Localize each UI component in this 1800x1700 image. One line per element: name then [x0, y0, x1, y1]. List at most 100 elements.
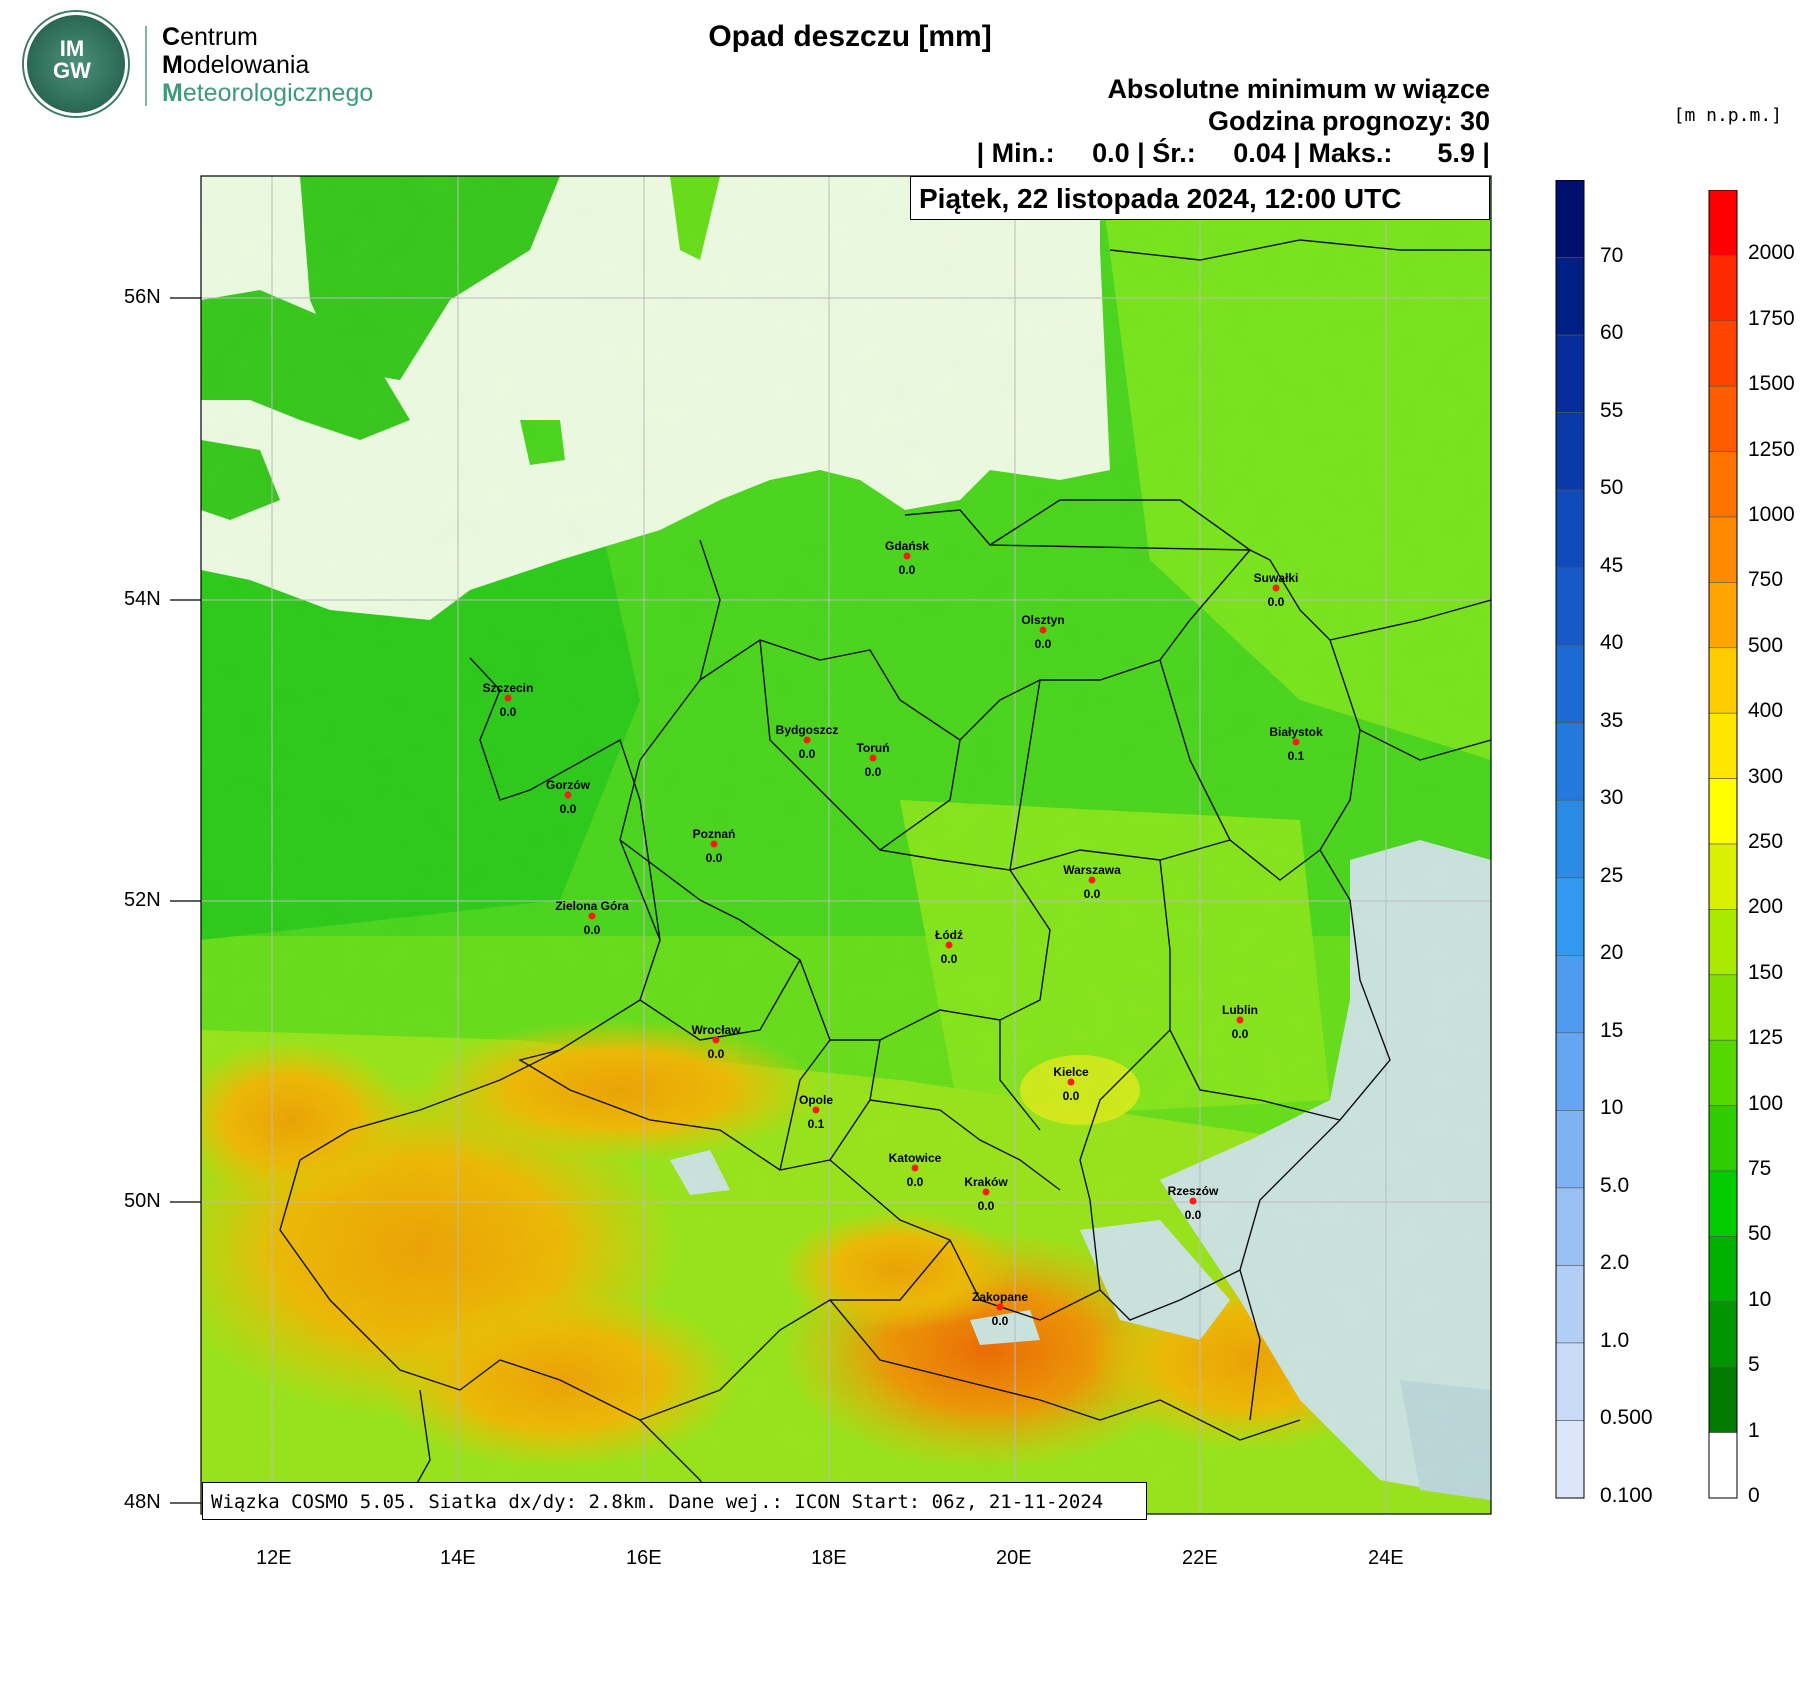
city-precip-value: 0.0 — [978, 1199, 995, 1213]
city-markers: Gdańsk 0.0 Suwałki 0.0 Olsztyn 0.0 Szczecin 0.0… — [483, 539, 1323, 1328]
valid-time-label: Piątek, 22 listopada 2024, 12:00 UTC — [910, 176, 1490, 220]
colorbar-label: 0 — [1748, 1484, 1760, 1507]
city-dot — [504, 694, 512, 702]
colorbar-swatch — [1708, 582, 1738, 649]
colorbar-label: 2.0 — [1600, 1251, 1630, 1275]
city-dot — [1236, 1016, 1244, 1024]
city-name: Gdańsk — [885, 539, 929, 553]
colorbar-label: 40 — [1600, 631, 1624, 655]
colorbar-swatch — [1708, 1039, 1738, 1106]
city-name: Kraków — [964, 1175, 1008, 1189]
city-name: Gorzów — [546, 778, 591, 792]
city-name: Lublin — [1222, 1003, 1258, 1017]
colorbar-swatch — [1555, 877, 1585, 956]
colorbar-label: 1.0 — [1600, 1328, 1630, 1352]
city-name: Olsztyn — [1021, 613, 1064, 627]
colorbar-label: 15 — [1600, 1018, 1624, 1042]
city-dot — [712, 1036, 720, 1044]
colorbar-swatch — [1708, 778, 1738, 845]
colorbar-swatch — [1555, 1420, 1585, 1499]
city-dot — [588, 912, 596, 920]
colorbar-label: 750 — [1748, 568, 1784, 592]
city-dot — [812, 1106, 820, 1114]
imgw-logo: IM GW Centrum Modelowania Meteorologiczn… — [10, 8, 380, 116]
elevation-colorbar — [1708, 190, 1738, 1499]
colorbar-label: 70 — [1600, 243, 1624, 267]
city-precip-value: 0.0 — [708, 1047, 725, 1061]
city-name: Bydgoszcz — [776, 723, 839, 737]
colorbar-label: 10 — [1748, 1287, 1772, 1311]
city-precip-value: 0.0 — [1185, 1208, 1202, 1222]
colorbar-swatch — [1555, 334, 1585, 413]
colorbar-swatch — [1708, 1301, 1738, 1368]
colorbar-swatch — [1555, 180, 1585, 258]
colorbar-swatch — [1555, 954, 1585, 1034]
city-name: Warszawa — [1063, 863, 1121, 877]
city-dot — [996, 1303, 1004, 1311]
model-info: Wiązka COSMO 5.05. Siatka dx/dy: 2.8km. … — [202, 1482, 1147, 1520]
colorbar-label: 200 — [1748, 895, 1784, 919]
colorbar-swatch — [1555, 1187, 1585, 1266]
colorbar-label: 300 — [1748, 764, 1784, 788]
colorbar-swatch — [1708, 647, 1738, 714]
colorbar-label: 30 — [1600, 786, 1624, 810]
colorbar-label: 10 — [1600, 1096, 1624, 1120]
colorbar-swatch — [1708, 516, 1738, 583]
colorbar-label: 5.0 — [1600, 1173, 1630, 1197]
colorbar-swatch — [1555, 1110, 1585, 1189]
lon-label: 22E — [1182, 1547, 1218, 1569]
colorbar-swatch — [1555, 799, 1585, 879]
lon-label: 20E — [996, 1547, 1032, 1569]
colorbar-swatch — [1708, 712, 1738, 779]
colorbar-frame — [1708, 190, 1738, 1499]
city-precip-value: 0.0 — [992, 1314, 1009, 1328]
colorbar-swatch — [1708, 1105, 1738, 1172]
colorbar-swatch — [1708, 1432, 1738, 1499]
colorbar-label: 75 — [1748, 1157, 1772, 1180]
city-precip-value: 0.0 — [1232, 1027, 1249, 1041]
lat-label: 48N — [124, 1491, 161, 1513]
city-name: Kielce — [1053, 1065, 1089, 1079]
colorbar-swatch — [1708, 385, 1738, 452]
colorbar-swatch — [1708, 1366, 1738, 1433]
colorbar-label: 250 — [1748, 830, 1784, 853]
colorbar-swatch — [1555, 644, 1585, 724]
colorbar-label: 50 — [1600, 476, 1624, 500]
city-precip-value: 0.0 — [584, 923, 601, 937]
city-dot — [911, 1164, 919, 1172]
lon-label: 18E — [811, 1547, 847, 1569]
city-dot — [803, 736, 811, 744]
city-dot — [982, 1188, 990, 1196]
colorbar-label: 1250 — [1748, 437, 1795, 461]
city-dot — [903, 552, 911, 560]
forecast-hour: Godzina prognozy: 30 — [1207, 106, 1490, 136]
colorbar-label: 50 — [1748, 1222, 1772, 1246]
lon-label: 12E — [256, 1547, 292, 1569]
colorbar-label: 1000 — [1748, 503, 1795, 526]
colorbar-swatch — [1708, 190, 1738, 256]
lat-label: 50N — [124, 1190, 161, 1212]
city-dot — [564, 791, 572, 799]
colorbar-label: 55 — [1600, 398, 1624, 422]
city-name: Szczecin — [483, 681, 534, 695]
city-dot — [1039, 626, 1047, 634]
colorbar-label: 25 — [1600, 863, 1624, 887]
colorbar-label: 45 — [1600, 553, 1624, 577]
city-precip-value: 0.1 — [1288, 749, 1305, 763]
city-precip-value: 0.0 — [899, 563, 916, 577]
colorbar-label: 60 — [1600, 321, 1624, 345]
colorbar-label: 1500 — [1748, 372, 1795, 396]
colorbar-label: 150 — [1748, 960, 1784, 984]
colorbar-swatch — [1555, 412, 1585, 491]
colorbar-swatch — [1555, 489, 1585, 568]
city-name: Zakopane — [972, 1290, 1028, 1304]
imgw-emblem-letters: IM GW — [53, 36, 91, 83]
elevation-units: [m n.p.m.] — [1673, 105, 1782, 126]
borders — [279, 239, 1491, 1514]
colorbar-label: 0.100 — [1600, 1484, 1653, 1507]
city-precip-value: 0.0 — [1063, 1089, 1080, 1103]
colorbar-swatch — [1555, 1032, 1585, 1111]
city-name: Toruń — [856, 741, 889, 755]
